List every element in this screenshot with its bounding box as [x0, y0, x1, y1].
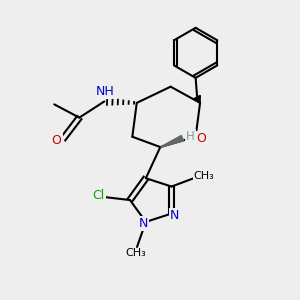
- Text: O: O: [52, 134, 61, 147]
- Text: H: H: [186, 130, 195, 143]
- Text: O: O: [196, 132, 206, 145]
- Text: CH₃: CH₃: [125, 248, 146, 258]
- Polygon shape: [160, 136, 184, 147]
- Text: Cl: Cl: [92, 189, 105, 202]
- Polygon shape: [194, 95, 200, 103]
- Text: N: N: [139, 217, 148, 230]
- Text: N: N: [170, 208, 179, 221]
- Text: CH₃: CH₃: [194, 171, 214, 181]
- Text: NH: NH: [96, 85, 114, 98]
